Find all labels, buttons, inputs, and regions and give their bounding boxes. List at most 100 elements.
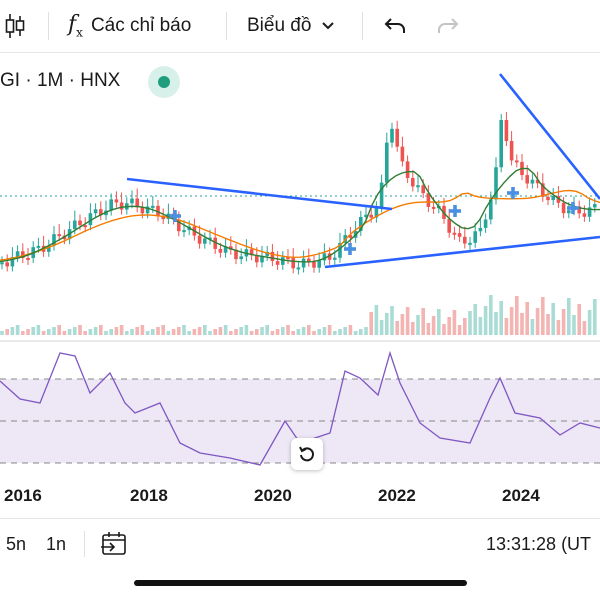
candle-body: [276, 261, 280, 265]
symbol-legend[interactable]: GI · 1M · HNX: [0, 70, 120, 92]
volume-bar: [510, 307, 514, 335]
volume-bar: [42, 331, 46, 335]
plus-marker: [449, 205, 461, 217]
volume-bar: [271, 331, 275, 335]
range-1y-button[interactable]: 1n: [46, 519, 66, 569]
volume-bar: [354, 331, 358, 335]
calendar-goto-icon[interactable]: [100, 519, 128, 569]
volume-bar: [208, 331, 212, 335]
market-status-dot[interactable]: [148, 66, 180, 98]
volume-bar: [130, 329, 134, 335]
reset-icon[interactable]: [291, 438, 323, 470]
candle-body: [411, 178, 415, 186]
x-axis-label: 2018: [130, 486, 168, 506]
volume-bar: [146, 331, 150, 335]
trendline-upper-left[interactable]: [127, 179, 392, 209]
indicators-label: Các chỉ báo: [91, 15, 191, 37]
candle-body: [130, 199, 134, 204]
home-indicator: [134, 580, 467, 586]
volume-bar: [16, 325, 20, 335]
x-axis-label: 2020: [254, 486, 292, 506]
candle-body: [281, 257, 285, 265]
bottom-bar: 5n 1n 13:31:28 (UT: [0, 518, 600, 569]
volume-bar: [312, 331, 316, 335]
volume-bar: [375, 305, 379, 335]
volume-bar: [577, 304, 581, 335]
volume-bar: [416, 315, 420, 335]
candle-body: [141, 207, 145, 213]
volume-bar: [494, 312, 498, 335]
volume-bar: [276, 329, 280, 335]
candle-body: [484, 219, 488, 227]
volume-bar: [0, 331, 4, 335]
volume-bar: [26, 329, 30, 335]
candle-body: [297, 267, 301, 269]
candle-body: [468, 243, 472, 245]
volume-bar: [593, 299, 597, 335]
trendline-lower[interactable]: [325, 237, 600, 267]
volume-bar: [333, 331, 337, 335]
volume-bar: [489, 295, 493, 335]
volume-bar: [588, 310, 592, 335]
volume-bar: [297, 329, 301, 335]
volume-bars: [0, 295, 596, 335]
volume-bar: [479, 317, 483, 335]
volume-bar: [557, 320, 561, 335]
volume-bar: [286, 325, 290, 335]
volume-bar: [453, 310, 457, 335]
volume-bar: [551, 303, 555, 335]
volume-bar: [380, 320, 384, 335]
candle-body: [505, 120, 509, 141]
chart-type-button[interactable]: Biểu đồ: [247, 0, 335, 52]
x-axis-label: 2022: [378, 486, 416, 506]
x-axis-label: 2024: [502, 486, 540, 506]
volume-bar: [291, 331, 295, 335]
candle-body: [401, 147, 405, 162]
volume-bar: [187, 331, 191, 335]
candle-body: [593, 204, 597, 207]
candlestick-icon[interactable]: [4, 0, 26, 52]
volume-bar: [328, 325, 332, 335]
candle-body: [463, 237, 467, 244]
trendline-upper-right[interactable]: [500, 74, 600, 199]
plus-marker: [344, 243, 356, 255]
volume-bar: [234, 329, 238, 335]
candle-body: [458, 233, 462, 237]
volume-bar: [302, 327, 306, 335]
volume-bar: [47, 329, 51, 335]
candle-body: [312, 262, 316, 268]
candle-body: [551, 196, 555, 200]
volume-bar: [89, 329, 93, 335]
volume-bar: [99, 325, 103, 335]
candle-body: [120, 202, 124, 209]
volume-bar: [531, 319, 535, 335]
volume-bar: [317, 329, 321, 335]
volume-bar: [390, 306, 394, 335]
indicators-button[interactable]: fx Các chỉ báo: [68, 0, 191, 52]
volume-bar: [229, 331, 233, 335]
volume-bar: [135, 327, 139, 335]
volume-bar: [411, 322, 415, 335]
volume-bar: [432, 316, 436, 335]
candle-body: [416, 185, 420, 187]
volume-bar: [468, 311, 472, 335]
undo-icon[interactable]: [383, 0, 407, 52]
volume-bar: [343, 327, 347, 335]
candle-body: [583, 213, 587, 216]
volume-bar: [239, 327, 243, 335]
candle-body: [37, 246, 41, 248]
volume-bar: [161, 325, 165, 335]
volume-bar: [255, 329, 259, 335]
volume-bar: [525, 302, 529, 335]
plus-marker: [507, 187, 519, 199]
candle-body: [0, 262, 4, 264]
candle-body: [499, 120, 503, 167]
range-5y-button[interactable]: 5n: [6, 519, 26, 569]
clock-text[interactable]: 13:31:28 (UT: [486, 519, 591, 569]
volume-bar: [499, 301, 503, 335]
candle-body: [219, 249, 223, 253]
volume-bar: [172, 329, 176, 335]
candle-body: [432, 207, 436, 209]
volume-bar: [421, 308, 425, 335]
redo-icon[interactable]: [436, 0, 460, 52]
